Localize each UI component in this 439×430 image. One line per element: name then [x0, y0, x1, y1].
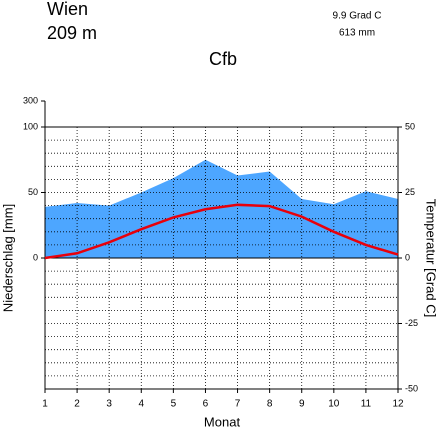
y-tick-label: 0 — [33, 252, 38, 262]
x-tick-label: 10 — [328, 399, 340, 410]
y2-tick-label: -50 — [405, 383, 418, 393]
annual-precipitation: 613 mm — [339, 28, 375, 39]
y2-tick-label: -25 — [405, 318, 418, 328]
x-axis-label: Monat — [204, 414, 241, 429]
x-tick-label: 11 — [361, 399, 372, 410]
temperature-line — [44, 203, 399, 260]
y2-axis-label: Temperatur [Grad C] — [424, 199, 439, 318]
x-tick-label: 6 — [203, 399, 209, 410]
elevation: 209 m — [47, 23, 97, 43]
x-tick-label: 8 — [267, 399, 273, 410]
y2-tick-label: 25 — [405, 187, 415, 197]
y2-tick-label: 0 — [405, 252, 410, 262]
x-tick-label: 3 — [106, 399, 112, 410]
y-tick-label: 100 — [23, 121, 38, 131]
mean-temperature: 9.9 Grad C — [333, 11, 382, 22]
station-name: Wien — [47, 0, 88, 19]
y-tick-label: 50 — [28, 187, 38, 197]
y2-tick-label: 50 — [405, 121, 415, 131]
x-tick-label: 7 — [235, 399, 241, 410]
chart-title: Cfb — [209, 49, 237, 69]
y-axis-label: Niederschlag [mm] — [0, 204, 15, 312]
x-tick-label: 12 — [392, 399, 404, 410]
x-tick-label: 1 — [42, 399, 48, 410]
precipitation-area — [45, 159, 398, 258]
x-tick-label: 2 — [74, 399, 80, 410]
x-tick-label: 4 — [138, 399, 144, 410]
y-tick-label: 300 — [23, 95, 38, 105]
x-tick-label: 9 — [299, 399, 305, 410]
x-tick-label: 5 — [171, 399, 177, 410]
